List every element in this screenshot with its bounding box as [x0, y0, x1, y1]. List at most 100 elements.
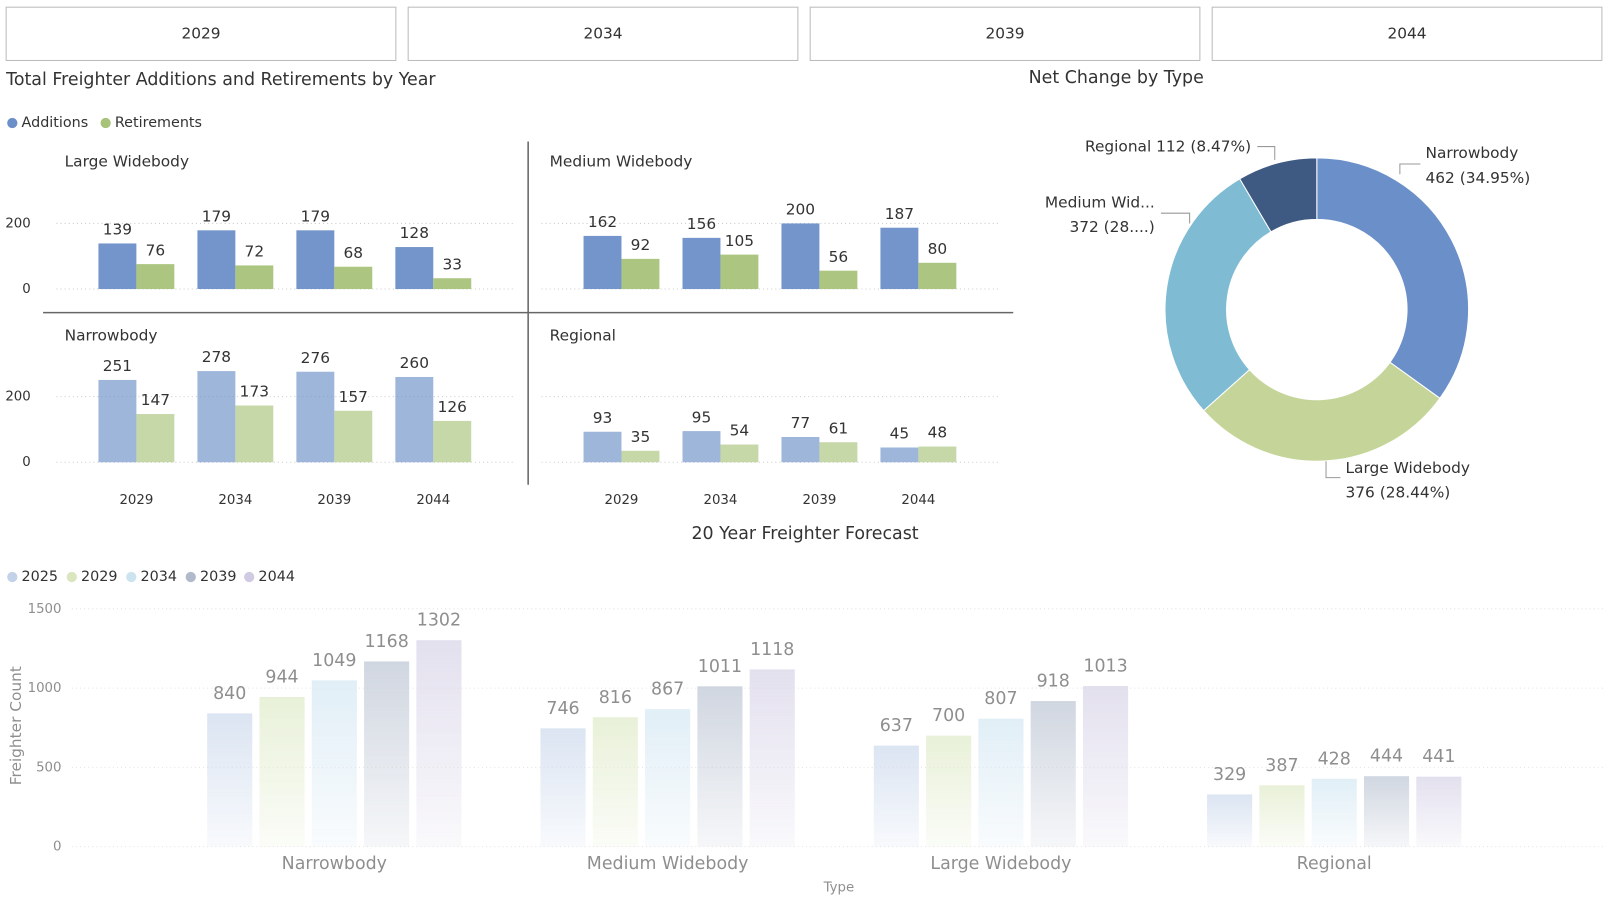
- slice-label: Regional 112 (8.47%): [1085, 137, 1251, 155]
- y-tick-label: 200: [5, 216, 30, 231]
- x-axis-label: Type: [823, 881, 855, 896]
- data-label: 156: [687, 215, 716, 233]
- data-label: 867: [651, 680, 684, 700]
- bar: [395, 247, 434, 290]
- data-label: 48: [928, 424, 948, 442]
- data-label: 54: [730, 422, 750, 440]
- year-slicer-button[interactable]: 2034: [407, 6, 799, 61]
- slice-value-label: 372 (28....): [1069, 218, 1154, 236]
- bar: [918, 446, 957, 463]
- legend-marker: [185, 571, 196, 583]
- data-label: 33: [442, 255, 462, 273]
- legend-marker: [66, 571, 77, 583]
- y-tick-label: 0: [53, 840, 61, 855]
- data-label: 329: [1213, 765, 1246, 785]
- data-label: 61: [829, 419, 849, 437]
- y-tick-label: 500: [36, 760, 61, 775]
- bar: [136, 264, 175, 290]
- donut-slice: [1239, 157, 1318, 233]
- bar: [235, 405, 274, 463]
- bar: [697, 686, 743, 847]
- bar: [781, 436, 820, 463]
- leader-line: [1257, 146, 1276, 160]
- bar: [136, 414, 175, 463]
- data-label: 126: [438, 398, 467, 416]
- slice-value-label: 462 (34.95%): [1426, 169, 1531, 187]
- button-box[interactable]: [1211, 6, 1603, 61]
- bar: [197, 371, 236, 463]
- legend-marker: [126, 571, 137, 583]
- bar: [334, 410, 373, 463]
- x-tick-label: 2039: [317, 493, 351, 508]
- data-label: 746: [546, 699, 579, 719]
- y-tick-label: 1500: [28, 602, 62, 617]
- chart-title: Net Change by Type: [1029, 68, 1204, 88]
- bar: [395, 376, 434, 463]
- data-label: 278: [202, 348, 231, 366]
- button-label[interactable]: 2039: [985, 24, 1024, 42]
- slice-value-label: 376 (28.44%): [1346, 484, 1451, 502]
- bar: [311, 680, 357, 847]
- y-tick-label: 0: [22, 455, 30, 470]
- data-label: 428: [1318, 749, 1351, 769]
- panel-title: Medium Widebody: [550, 152, 693, 170]
- bar: [1259, 785, 1305, 847]
- slice-label: Large Widebody: [1346, 459, 1470, 477]
- x-tick-label: 2039: [802, 493, 836, 508]
- data-label: 93: [593, 409, 613, 427]
- data-label: 1118: [750, 640, 794, 660]
- y-tick-label: 0: [22, 282, 30, 297]
- button-label[interactable]: 2044: [1387, 24, 1426, 42]
- bar: [918, 262, 957, 290]
- leader-line: [1160, 212, 1191, 224]
- bar: [880, 447, 919, 463]
- data-label: 200: [786, 201, 815, 219]
- bar: [296, 371, 335, 463]
- data-label: 1302: [417, 611, 461, 631]
- bar: [540, 728, 586, 847]
- bar: [334, 266, 373, 290]
- data-label: 944: [265, 667, 298, 687]
- legend-label: 2034: [140, 569, 177, 585]
- bar: [416, 640, 462, 847]
- x-tick-label: 2034: [218, 493, 252, 508]
- data-label: 45: [890, 425, 910, 443]
- button-box[interactable]: [809, 6, 1201, 61]
- data-label: 1011: [698, 657, 742, 677]
- bar: [621, 258, 660, 290]
- bar: [1082, 686, 1129, 847]
- panel-title: Large Widebody: [65, 152, 189, 170]
- data-label: 157: [339, 388, 368, 406]
- button-label[interactable]: 2034: [583, 24, 622, 42]
- bar: [819, 442, 858, 463]
- legend-label: 2039: [200, 569, 237, 585]
- bar: [583, 431, 622, 463]
- button-box[interactable]: [5, 6, 397, 61]
- bar: [235, 265, 274, 290]
- data-label: 840: [213, 684, 246, 704]
- data-label: 444: [1370, 747, 1403, 767]
- year-slicer-button[interactable]: 2039: [809, 6, 1201, 61]
- data-label: 807: [984, 689, 1017, 709]
- bar: [682, 431, 721, 463]
- button-box[interactable]: [407, 6, 799, 61]
- year-slicer-button[interactable]: 2044: [1211, 6, 1603, 61]
- bar: [433, 278, 472, 290]
- y-tick-label: 200: [5, 390, 30, 405]
- year-slicer-button[interactable]: 2029: [5, 6, 397, 61]
- data-label: 173: [240, 383, 269, 401]
- x-tick-label: Medium Widebody: [587, 854, 749, 874]
- bar: [819, 270, 858, 290]
- button-label[interactable]: 2029: [181, 24, 220, 42]
- bar: [296, 230, 335, 290]
- data-label: 128: [400, 224, 429, 242]
- bar: [1207, 794, 1253, 847]
- legend-label: 2044: [258, 569, 295, 585]
- data-label: 56: [829, 248, 849, 266]
- data-label: 35: [631, 428, 651, 446]
- data-label: 105: [725, 232, 754, 250]
- bar: [207, 713, 253, 847]
- legend-marker: [100, 117, 111, 129]
